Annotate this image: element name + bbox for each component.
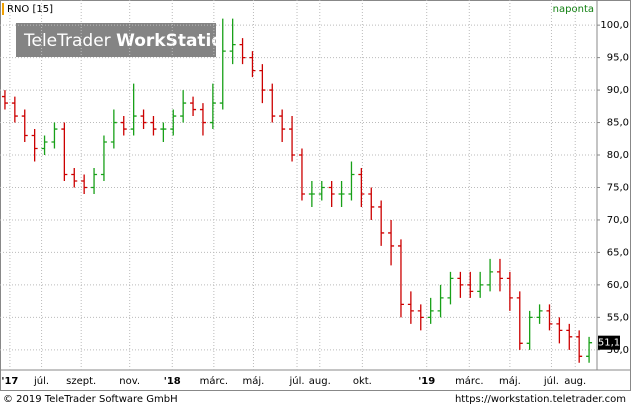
y-tick-label: 95,0 [607,53,629,64]
x-tick-label: máj. [243,375,265,387]
ohlc-bar [536,304,543,324]
ohlc-bar [378,200,385,246]
x-tick-label: márc. [200,375,228,387]
ohlc-bar [120,116,127,136]
last-price-label: 51,1 [598,338,620,349]
ohlc-bar [368,187,375,220]
ohlc-bar [526,310,533,350]
ohlc-bar [407,291,414,324]
ohlc-bar [1,90,8,110]
x-tick-label: máj. [499,375,521,387]
x-tick-label: '19 [418,376,435,387]
x-tick-label: '17 [1,376,18,387]
ohlc-bar [358,168,365,207]
ohlc-bar [209,83,216,130]
x-tick-label: '18 [164,376,181,387]
x-tick-label: aug. [309,376,331,387]
ohlc-bar [190,96,197,117]
watermark-box [16,23,216,57]
ohlc-bar [279,109,286,143]
ohlc-bar [11,96,18,123]
ohlc-bar [71,168,78,188]
ohlc-bar [239,38,246,65]
ohlc-bar [41,135,48,156]
footer-url: https://workstation.teletrader.com [455,394,626,405]
footer-copyright: © 2019 TeleTrader Software GmbH [3,394,178,405]
ohlc-bar [556,317,563,344]
last-price-box [598,335,620,350]
ohlc-bar [150,116,157,136]
ohlc-bar [160,122,167,143]
ohlc-bar [328,180,335,207]
x-tick-label: júl. [543,375,559,387]
ohlc-bar [338,180,345,207]
ohlc-bar [477,271,484,298]
y-tick-label: 50,0 [607,345,629,356]
x-tick-label: aug. [564,376,586,387]
ohlc-bar [308,180,315,207]
ohlc-bar [31,129,38,162]
ohlc-bar [397,239,404,318]
ohlc-bar [298,148,305,201]
ohlc-bar [506,271,513,311]
chart-title: RNO [15] [7,4,53,15]
ohlc-bar [219,18,226,110]
ohlc-bar [130,83,137,136]
y-tick-label: 55,0 [607,312,629,323]
ohlc-bar [289,116,296,162]
ohlc-bar [447,271,454,305]
ohlc-bar [259,64,266,104]
y-tick-label: 85,0 [607,118,629,129]
y-tick-label: 60,0 [607,280,629,291]
ohlc-bar [249,51,256,78]
x-tick-label: júl. [33,375,49,387]
ohlc-bar [269,83,276,123]
ohlc-bar [91,168,98,194]
y-tick-label: 90,0 [607,85,629,96]
ohlc-bar [21,109,28,143]
ohlc-bar [170,109,177,136]
frame [0,0,631,391]
ohlc-bar [586,336,593,363]
ohlc-bar [199,103,206,136]
ohlc-bar [427,297,434,324]
x-tick-label: júl. [288,375,304,387]
ohlc-bar [81,174,88,194]
ohlc-bar [516,291,523,350]
ohlc-bar [100,135,107,181]
ohlc-bar [566,323,573,350]
y-tick-label: 80,0 [607,150,629,161]
symbol-marker [2,3,4,15]
ohlc-bar [110,109,117,149]
ohlc-bar [51,122,58,149]
ohlc-bar [437,284,444,318]
y-tick-label: 75,0 [607,182,629,193]
ohlc-bar [348,161,355,201]
y-tick-label: 65,0 [607,247,629,258]
ohlc-bar [467,271,474,298]
ohlc-bar [180,90,187,123]
ohlc-bar [576,330,583,363]
ohlc-bar [388,219,395,266]
x-tick-label: nov. [119,376,140,387]
watermark: TeleTrader WorkStation [23,31,235,51]
x-tick-label: márc. [455,375,483,387]
interval-label: naponta [553,4,594,15]
ohlc-bar [487,258,494,292]
x-tick-label: szept. [66,376,96,387]
ohlc-bar [457,271,464,298]
ohlc-bar [318,180,325,201]
ohlc-bar [229,18,236,65]
ohlc-bar [496,258,503,292]
y-tick-label: 70,0 [607,215,629,226]
ohlc-bar [140,109,147,130]
ohlc-bar [417,304,424,331]
x-tick-label: okt. [353,376,372,387]
watermark-brand: TeleTrader [23,31,111,51]
ohlc-bar [546,304,553,331]
y-tick-label: 100,0 [600,20,629,31]
ohlc-bar [61,122,68,181]
watermark-product: WorkStation [116,31,235,51]
